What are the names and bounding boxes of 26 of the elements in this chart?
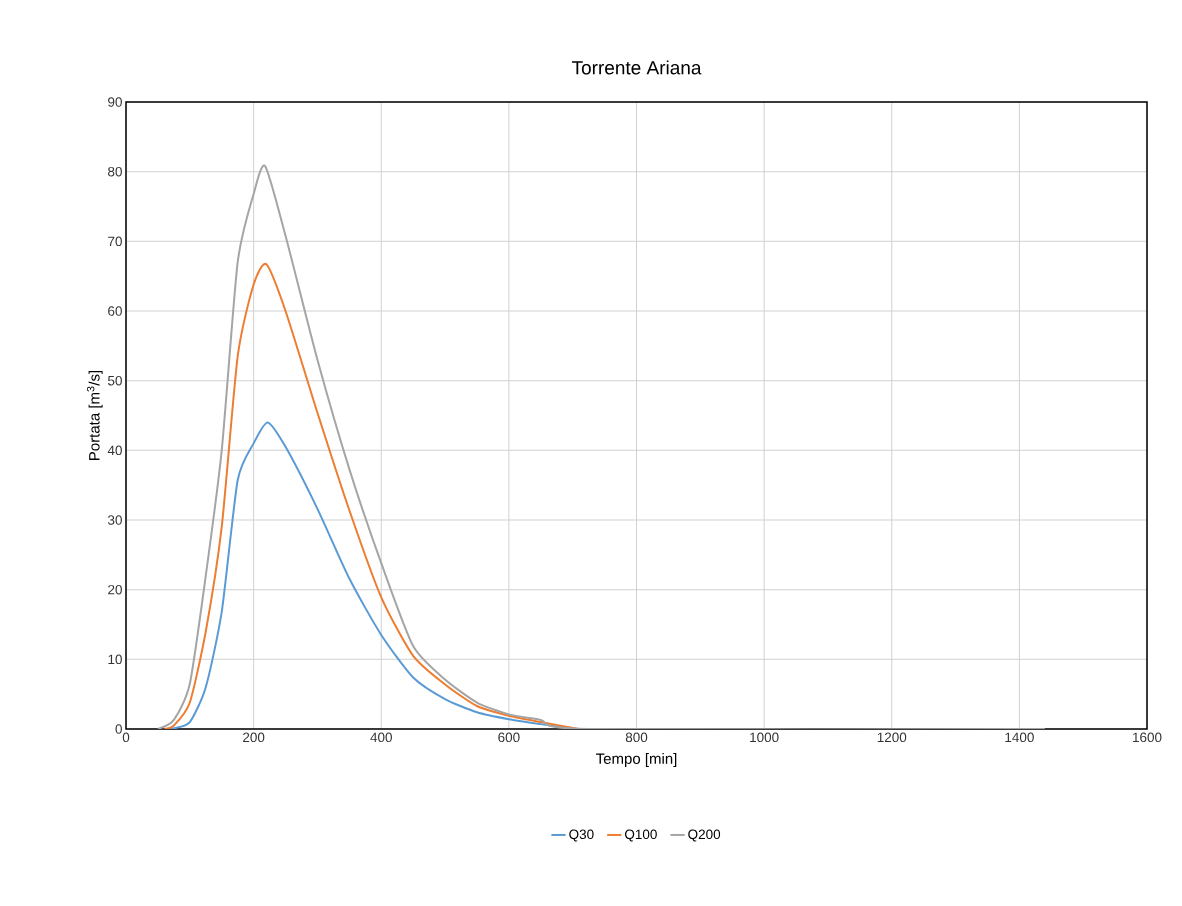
y-tick-label: 0 bbox=[115, 724, 122, 734]
x-axis-title: Tempo [min] bbox=[595, 752, 677, 767]
x-tick-label: 1200 bbox=[877, 732, 907, 743]
y-tick-label: 50 bbox=[107, 375, 122, 386]
y-tick-label: 70 bbox=[108, 236, 122, 247]
legend-label: Q100 bbox=[625, 829, 657, 842]
y-tick-label: 20 bbox=[108, 584, 122, 595]
chart-title: Torrente Ariana bbox=[571, 60, 702, 75]
y-tick-label: 60 bbox=[108, 306, 122, 316]
line-series bbox=[156, 165, 1046, 729]
x-tick-label: 1400 bbox=[1005, 732, 1034, 743]
x-tick-label: 1000 bbox=[750, 732, 779, 743]
y-tick-label: 10 bbox=[108, 654, 122, 665]
x-tick-label: 0 bbox=[122, 732, 130, 743]
x-tick-label: 800 bbox=[625, 732, 648, 743]
y-axis-title: Portata [m$^{3}$/s] bbox=[86, 370, 103, 460]
y-tick-label: 90 bbox=[108, 97, 122, 107]
x-tick-label: 400 bbox=[370, 732, 392, 743]
x-tick-label: 1600 bbox=[1133, 732, 1162, 743]
x-tick-label: 200 bbox=[243, 732, 265, 743]
y-tick-label: 80 bbox=[108, 166, 122, 177]
legend-label: Q200 bbox=[688, 829, 721, 842]
y-tick-label: 30 bbox=[107, 515, 122, 525]
x-tick-label: 600 bbox=[498, 732, 520, 743]
legend-label: Q30 bbox=[569, 829, 594, 842]
y-tick-label: 40 bbox=[107, 445, 122, 456]
